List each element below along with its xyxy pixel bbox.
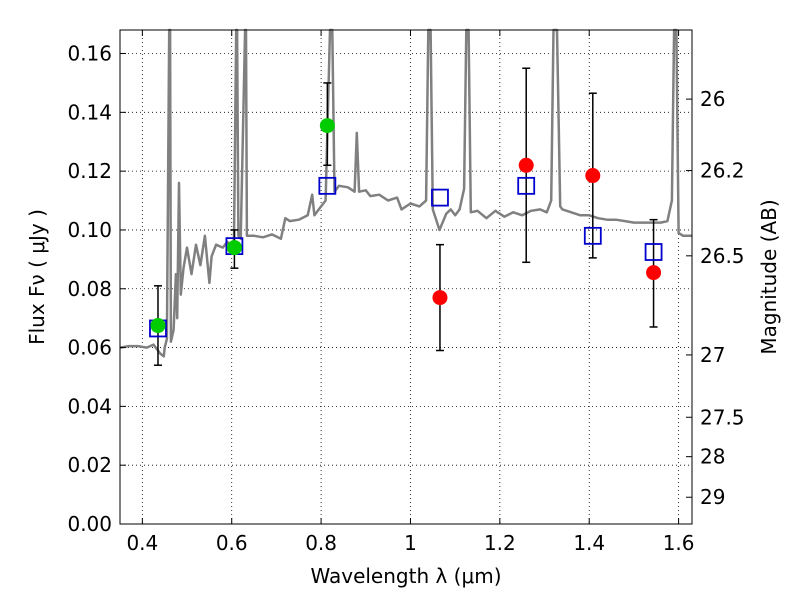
plot-background xyxy=(120,30,692,524)
model-photometry-square xyxy=(517,176,536,195)
y-tick-label: 0.08 xyxy=(67,277,112,301)
model-photometry-square xyxy=(431,188,449,207)
model-photometry-square xyxy=(644,243,663,261)
observed-flux-point xyxy=(585,168,601,184)
y2-tick-label: 26.2 xyxy=(700,159,745,183)
y2-tick-label: 28 xyxy=(700,445,725,469)
model-photometry-square xyxy=(318,176,337,195)
y-tick-label: 0.06 xyxy=(67,336,112,360)
plot-frame xyxy=(119,29,693,525)
x-tick-label: 1 xyxy=(404,531,417,555)
x-tick-label: 0.4 xyxy=(126,531,158,555)
y-tick-label: 0.04 xyxy=(67,394,112,418)
y-tick-label: 0.00 xyxy=(67,512,112,536)
y2-tick-label: 27 xyxy=(700,343,725,367)
observed-flux-point xyxy=(319,118,335,134)
y-tick-label: 0.14 xyxy=(67,100,112,124)
y2-axis-label: Magnitude (AB) xyxy=(757,199,781,354)
y2-tick-label: 26.5 xyxy=(700,244,745,268)
y2-tick-label: 26 xyxy=(700,87,725,111)
observed-flux-point xyxy=(432,290,448,306)
y-tick-label: 0.12 xyxy=(67,159,112,183)
x-axis-label: Wavelength λ (μm) xyxy=(310,564,501,588)
model-spectrum xyxy=(119,28,692,358)
y2-tick-label: 29 xyxy=(700,485,725,509)
y-axis-label: Flux Fν ( μJy ) xyxy=(25,209,49,345)
x-tick-label: 1.6 xyxy=(663,531,695,555)
spectrum-line xyxy=(119,28,692,358)
observed-flux-point xyxy=(646,265,662,281)
axis-ticks: 0.4 0.6 0.8 1 1.2 1.4 1.6 0.00 0.02 0.04 0.06 0.08 0… xyxy=(67,30,745,555)
y-tick-label: 0.02 xyxy=(67,453,112,477)
x-tick-label: 1.4 xyxy=(573,531,605,555)
observed-flux-point xyxy=(518,157,534,173)
x-tick-label: 0.6 xyxy=(216,531,248,555)
x-tick-label: 0.8 xyxy=(305,531,337,555)
model-photometry-square xyxy=(583,226,602,245)
data-markers xyxy=(149,118,663,338)
x-tick-label: 1.2 xyxy=(484,531,516,555)
observed-flux-point xyxy=(226,240,242,256)
observed-flux-point xyxy=(150,318,166,334)
y-tick-label: 0.10 xyxy=(67,218,112,242)
y-tick-label: 0.16 xyxy=(67,42,112,66)
y2-tick-label: 27.5 xyxy=(700,405,745,429)
